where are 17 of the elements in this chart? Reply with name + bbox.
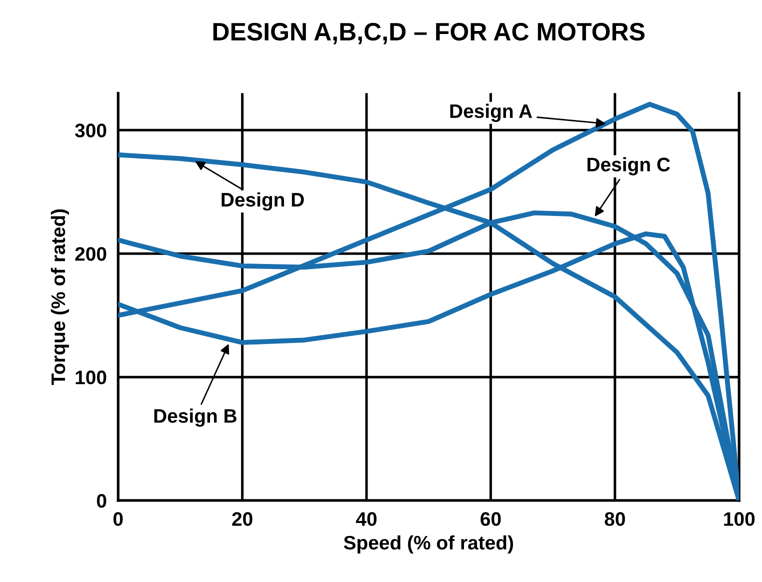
annotation: Design B <box>154 408 236 427</box>
x-tick-label: 100 <box>724 512 755 526</box>
y-tick-label: 0 <box>96 494 106 508</box>
annotation: Design C <box>588 157 670 176</box>
y-axis-title: Torque (% of rated) <box>50 209 70 385</box>
chart-title: DESIGN A,B,C,D – FOR AC MOTORS <box>213 22 645 44</box>
x-axis-title: Speed (% of rated) <box>344 535 514 554</box>
annotation: Design A <box>450 104 532 122</box>
x-tick-label: 60 <box>480 512 501 526</box>
x-tick-label: 20 <box>232 512 252 526</box>
x-tick-label: 40 <box>356 512 377 526</box>
x-tick-label: 0 <box>113 512 123 526</box>
y-tick-label: 300 <box>75 124 106 138</box>
y-tick-label: 100 <box>76 370 106 384</box>
annotation: Design D <box>222 192 304 211</box>
x-tick-label: 80 <box>604 512 625 526</box>
y-tick-label: 200 <box>75 247 106 261</box>
